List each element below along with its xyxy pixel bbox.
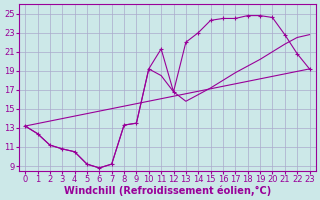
X-axis label: Windchill (Refroidissement éolien,°C): Windchill (Refroidissement éolien,°C) [64, 185, 271, 196]
